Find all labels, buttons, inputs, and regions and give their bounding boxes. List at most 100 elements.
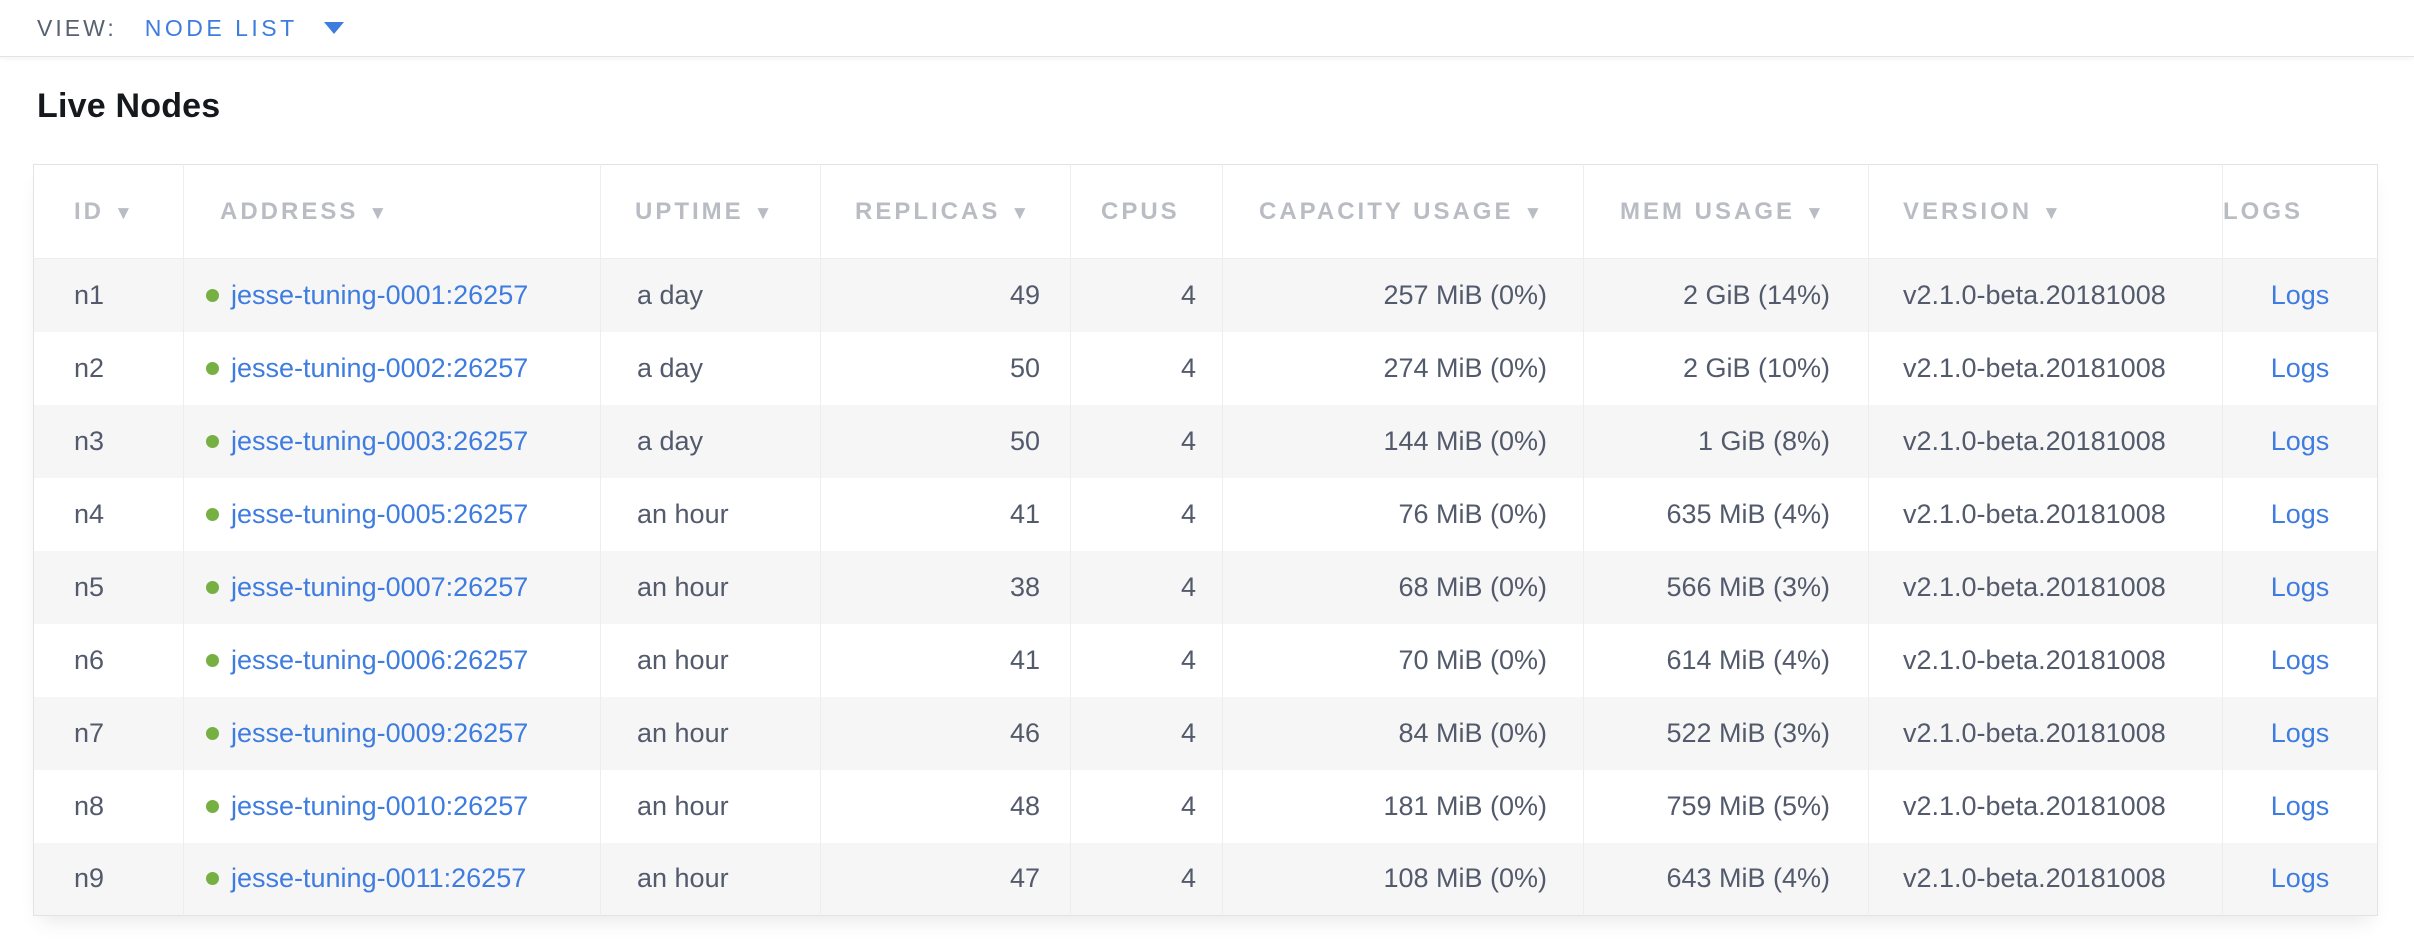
view-dropdown-value[interactable]: NODE LIST	[144, 14, 298, 41]
table-row: n8 jesse-tuning-0010:26257 an hour 48 4 …	[33, 769, 2378, 843]
logs-link[interactable]: Logs	[2270, 352, 2330, 383]
node-address-cell: jesse-tuning-0007:26257	[183, 550, 601, 624]
node-address-link[interactable]: jesse-tuning-0006:26257	[231, 644, 529, 675]
cpus-cell: 4	[1070, 550, 1223, 624]
version-cell: v2.1.0-beta.20181008	[1868, 696, 2223, 770]
column-header-label: LOGS	[2223, 197, 2304, 225]
column-header-logs: LOGS	[2222, 164, 2378, 259]
cpus-cell: 4	[1070, 477, 1223, 551]
logs-link[interactable]: Logs	[2270, 571, 2330, 602]
node-address-link[interactable]: jesse-tuning-0009:26257	[231, 717, 529, 748]
replicas-cell: 49	[820, 258, 1071, 332]
replicas-cell: 50	[820, 331, 1071, 405]
logs-cell: Logs	[2223, 405, 2378, 478]
logs-cell: Logs	[2223, 551, 2378, 624]
column-header-replicas[interactable]: REPLICAS ▼	[820, 164, 1071, 259]
uptime-cell: an hour	[600, 769, 821, 843]
capacity-usage-cell: 68 MiB (0%)	[1222, 550, 1584, 624]
logs-link[interactable]: Logs	[2270, 425, 2330, 456]
mem-usage-cell: 522 MiB (3%)	[1583, 696, 1869, 770]
logs-link[interactable]: Logs	[2270, 279, 2330, 310]
version-cell: v2.1.0-beta.20181008	[1868, 769, 2223, 843]
version-cell: v2.1.0-beta.20181008	[1868, 477, 2223, 551]
live-status-icon	[206, 726, 219, 740]
mem-usage-cell: 2 GiB (14%)	[1583, 258, 1869, 332]
column-header-mem-usage[interactable]: MEM USAGE ▼	[1583, 164, 1869, 259]
capacity-usage-cell: 84 MiB (0%)	[1222, 696, 1584, 770]
replicas-cell: 46	[820, 696, 1071, 770]
capacity-usage-cell: 257 MiB (0%)	[1222, 258, 1584, 332]
capacity-usage-cell: 70 MiB (0%)	[1222, 623, 1584, 697]
replicas-cell: 38	[820, 550, 1071, 624]
uptime-cell: a day	[600, 331, 821, 405]
node-address-link[interactable]: jesse-tuning-0010:26257	[231, 790, 529, 821]
column-header-capacity-usage[interactable]: CAPACITY USAGE ▼	[1222, 164, 1584, 259]
node-address-cell: jesse-tuning-0001:26257	[183, 258, 601, 332]
node-address-cell: jesse-tuning-0006:26257	[183, 623, 601, 697]
node-address-link[interactable]: jesse-tuning-0002:26257	[231, 352, 529, 383]
capacity-usage-cell: 76 MiB (0%)	[1222, 477, 1584, 551]
node-address-cell: jesse-tuning-0005:26257	[183, 477, 601, 551]
node-address-link[interactable]: jesse-tuning-0001:26257	[231, 279, 529, 310]
uptime-cell: an hour	[600, 477, 821, 551]
cpus-cell: 4	[1070, 623, 1223, 697]
column-header-label: REPLICAS	[855, 197, 1001, 225]
live-status-icon	[206, 580, 219, 594]
logs-link[interactable]: Logs	[2270, 644, 2330, 675]
table-body: n1 jesse-tuning-0001:26257 a day 49 4 25…	[33, 258, 2378, 916]
page-title: Live Nodes	[37, 87, 221, 125]
logs-cell: Logs	[2223, 478, 2378, 551]
uptime-cell: a day	[600, 258, 821, 332]
logs-link[interactable]: Logs	[2270, 498, 2330, 529]
node-id-cell: n7	[33, 696, 184, 770]
live-nodes-table-container: ID ▼ ADDRESS ▼ UPTIME ▼ REPLICAS ▼ CPUS CAPA…	[33, 164, 2378, 916]
logs-link[interactable]: Logs	[2270, 717, 2330, 748]
mem-usage-cell: 635 MiB (4%)	[1583, 477, 1869, 551]
table-row: n2 jesse-tuning-0002:26257 a day 50 4 27…	[33, 331, 2378, 405]
uptime-cell: an hour	[600, 550, 821, 624]
logs-cell: Logs	[2223, 624, 2378, 697]
capacity-usage-cell: 181 MiB (0%)	[1222, 769, 1584, 843]
version-cell: v2.1.0-beta.20181008	[1868, 404, 2223, 478]
node-id-cell: n6	[33, 623, 184, 697]
column-header-cpus: CPUS	[1070, 164, 1223, 259]
column-header-label: UPTIME	[635, 197, 744, 225]
uptime-cell: an hour	[600, 842, 821, 916]
view-dropdown[interactable]: NODE LIST	[145, 15, 344, 42]
version-cell: v2.1.0-beta.20181008	[1868, 550, 2223, 624]
node-id-cell: n8	[33, 769, 184, 843]
column-header-version[interactable]: VERSION ▼	[1868, 164, 2223, 259]
mem-usage-cell: 2 GiB (10%)	[1583, 331, 1869, 405]
logs-cell: Logs	[2223, 843, 2378, 916]
live-status-icon	[206, 653, 219, 667]
replicas-cell: 47	[820, 842, 1071, 916]
node-address-link[interactable]: jesse-tuning-0011:26257	[231, 863, 527, 894]
table-row: n5 jesse-tuning-0007:26257 an hour 38 4 …	[33, 550, 2378, 624]
mem-usage-cell: 1 GiB (8%)	[1583, 404, 1869, 478]
uptime-cell: an hour	[600, 696, 821, 770]
column-header-address[interactable]: ADDRESS ▼	[183, 164, 601, 259]
live-nodes-table: ID ▼ ADDRESS ▼ UPTIME ▼ REPLICAS ▼ CPUS CAPA…	[33, 164, 2378, 916]
chevron-down-icon	[323, 22, 344, 34]
node-id-cell: n2	[33, 331, 184, 405]
logs-cell: Logs	[2223, 259, 2378, 332]
logs-link[interactable]: Logs	[2270, 863, 2330, 894]
live-status-icon	[206, 872, 219, 886]
sort-arrow-icon: ▼	[753, 202, 776, 224]
node-address-link[interactable]: jesse-tuning-0007:26257	[231, 571, 529, 602]
column-header-label: ADDRESS	[220, 197, 359, 225]
column-header-uptime[interactable]: UPTIME ▼	[600, 164, 821, 259]
sort-arrow-icon: ▼	[1523, 202, 1546, 224]
node-id-cell: n9	[33, 842, 184, 916]
node-id-cell: n5	[33, 550, 184, 624]
column-header-label: CAPACITY USAGE	[1259, 197, 1514, 225]
logs-link[interactable]: Logs	[2270, 790, 2330, 821]
capacity-usage-cell: 144 MiB (0%)	[1222, 404, 1584, 478]
view-selector-bar: VIEW: NODE LIST	[0, 0, 2414, 57]
node-address-link[interactable]: jesse-tuning-0003:26257	[231, 425, 529, 456]
version-cell: v2.1.0-beta.20181008	[1868, 842, 2223, 916]
node-address-link[interactable]: jesse-tuning-0005:26257	[231, 498, 529, 529]
live-status-icon	[206, 799, 219, 813]
column-header-id[interactable]: ID ▼	[33, 164, 184, 259]
column-header-label: VERSION	[1903, 197, 2033, 225]
